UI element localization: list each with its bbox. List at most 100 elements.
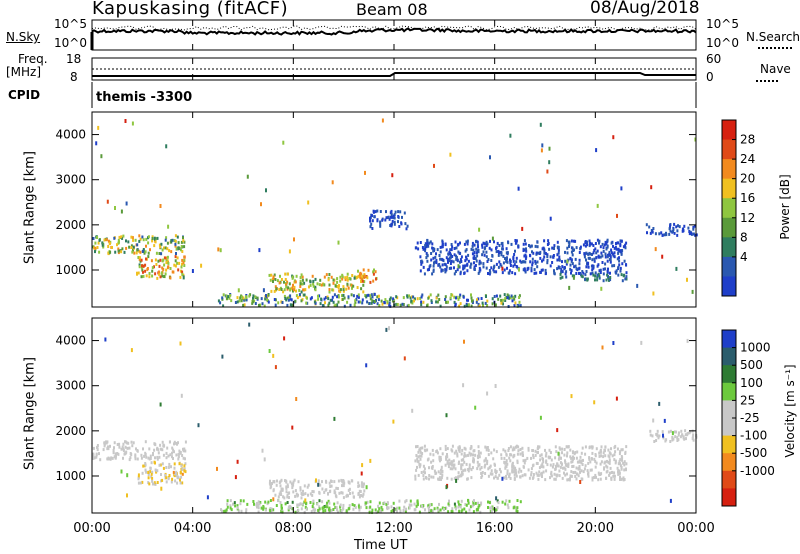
heatmap-cell [433, 163, 435, 168]
heatmap-cell [165, 261, 168, 265]
heatmap-cell [582, 271, 585, 275]
heatmap-cell [539, 250, 542, 254]
heatmap-cell [538, 470, 541, 474]
heatmap-cell [181, 481, 184, 485]
heatmap-cell [95, 452, 98, 456]
heatmap-cell [432, 249, 435, 253]
heatmap-cell [415, 504, 418, 508]
heatmap-cell [151, 274, 154, 278]
heatmap-cell [280, 509, 283, 513]
heatmap-cell [165, 466, 168, 469]
heatmap-cell [587, 474, 590, 478]
heatmap-cell [570, 269, 573, 273]
heatmap-cell [131, 121, 134, 126]
heatmap-cell [304, 498, 307, 503]
heatmap-cell [445, 268, 448, 272]
heatmap-cell [433, 261, 435, 265]
heatmap-cell [612, 254, 615, 258]
heatmap-cell [460, 255, 463, 259]
heatmap-cell [339, 275, 342, 279]
heatmap-cell [450, 266, 453, 270]
heatmap-cell [570, 470, 573, 474]
heatmap-cell [657, 436, 660, 440]
heatmap-cell [505, 477, 508, 480]
heatmap-cell [519, 304, 522, 308]
heatmap-cell [548, 448, 551, 452]
heatmap-cell [490, 469, 493, 473]
heatmap-cell [624, 246, 627, 250]
heatmap-cell [536, 473, 539, 477]
heatmap-cell [469, 265, 472, 269]
heatmap-cell [341, 275, 344, 279]
heatmap-cell [545, 451, 548, 455]
heatmap-cell [596, 264, 599, 268]
heatmap-cell [530, 456, 532, 460]
heatmap-cell [470, 304, 473, 308]
heatmap-cell [678, 225, 681, 229]
heatmap-cell [275, 504, 278, 507]
heatmap-cell [622, 476, 625, 480]
heatmap-cell [556, 462, 559, 466]
heatmap-cell [127, 441, 130, 445]
heatmap-cell [396, 303, 399, 306]
heatmap-cell [256, 505, 258, 509]
heatmap-cell [289, 303, 292, 307]
heatmap-cell [561, 265, 564, 269]
heatmap-cell [151, 470, 154, 474]
heatmap-cell [515, 260, 518, 264]
heatmap-cell [337, 510, 339, 514]
heatmap-cell [542, 258, 545, 262]
heatmap-cell [495, 270, 498, 274]
heatmap-cell [162, 258, 165, 262]
heatmap-cell [475, 251, 478, 255]
heatmap-cell [96, 236, 99, 239]
heatmap-cell [171, 270, 174, 274]
heatmap-cell [435, 296, 438, 300]
heatmap-cell [421, 246, 424, 249]
heatmap-cell [278, 492, 281, 496]
heatmap-cell [373, 215, 376, 219]
heatmap-cell [613, 477, 616, 481]
heatmap-cell [526, 456, 529, 460]
heatmap-cell [342, 293, 345, 297]
heatmap-cell [487, 272, 489, 275]
heatmap-cell [455, 507, 457, 511]
heatmap-cell [431, 272, 434, 276]
heatmap-cell [174, 479, 177, 483]
heatmap-cell [160, 473, 162, 476]
heatmap-cell [150, 461, 153, 465]
heatmap-cell [569, 267, 572, 271]
heatmap-cell [459, 302, 462, 306]
heatmap-cell [254, 295, 257, 299]
heatmap-cell [177, 455, 180, 459]
heatmap-cell [592, 244, 595, 247]
heatmap-cell [479, 502, 482, 506]
heatmap-cell [346, 282, 349, 286]
heatmap-cell [241, 295, 243, 299]
heatmap-cell [378, 501, 381, 505]
heatmap-cell [509, 296, 512, 300]
y-tick-label: 1000 [55, 263, 86, 277]
velocity-panel [92, 322, 698, 514]
heatmap-cell [200, 263, 203, 268]
heatmap-cell [474, 264, 477, 267]
heatmap-cell [602, 272, 605, 276]
heatmap-cell [448, 259, 451, 263]
heatmap-cell [379, 210, 382, 213]
heatmap-cell [495, 294, 498, 298]
heatmap-cell [416, 241, 419, 245]
heatmap-cell [413, 502, 416, 506]
heatmap-cell [365, 506, 368, 510]
heatmap-cell [455, 255, 458, 259]
heatmap-cell [280, 288, 283, 291]
heatmap-cell [567, 445, 570, 449]
heatmap-cell [512, 264, 515, 268]
heatmap-cell [463, 460, 466, 464]
heatmap-cell [604, 460, 607, 464]
heatmap-cell [277, 495, 280, 499]
heatmap-cell [286, 483, 289, 487]
heatmap-cell [289, 505, 292, 509]
heatmap-cell [335, 505, 338, 509]
heatmap-cell [608, 250, 611, 254]
heatmap-cell [337, 286, 340, 290]
